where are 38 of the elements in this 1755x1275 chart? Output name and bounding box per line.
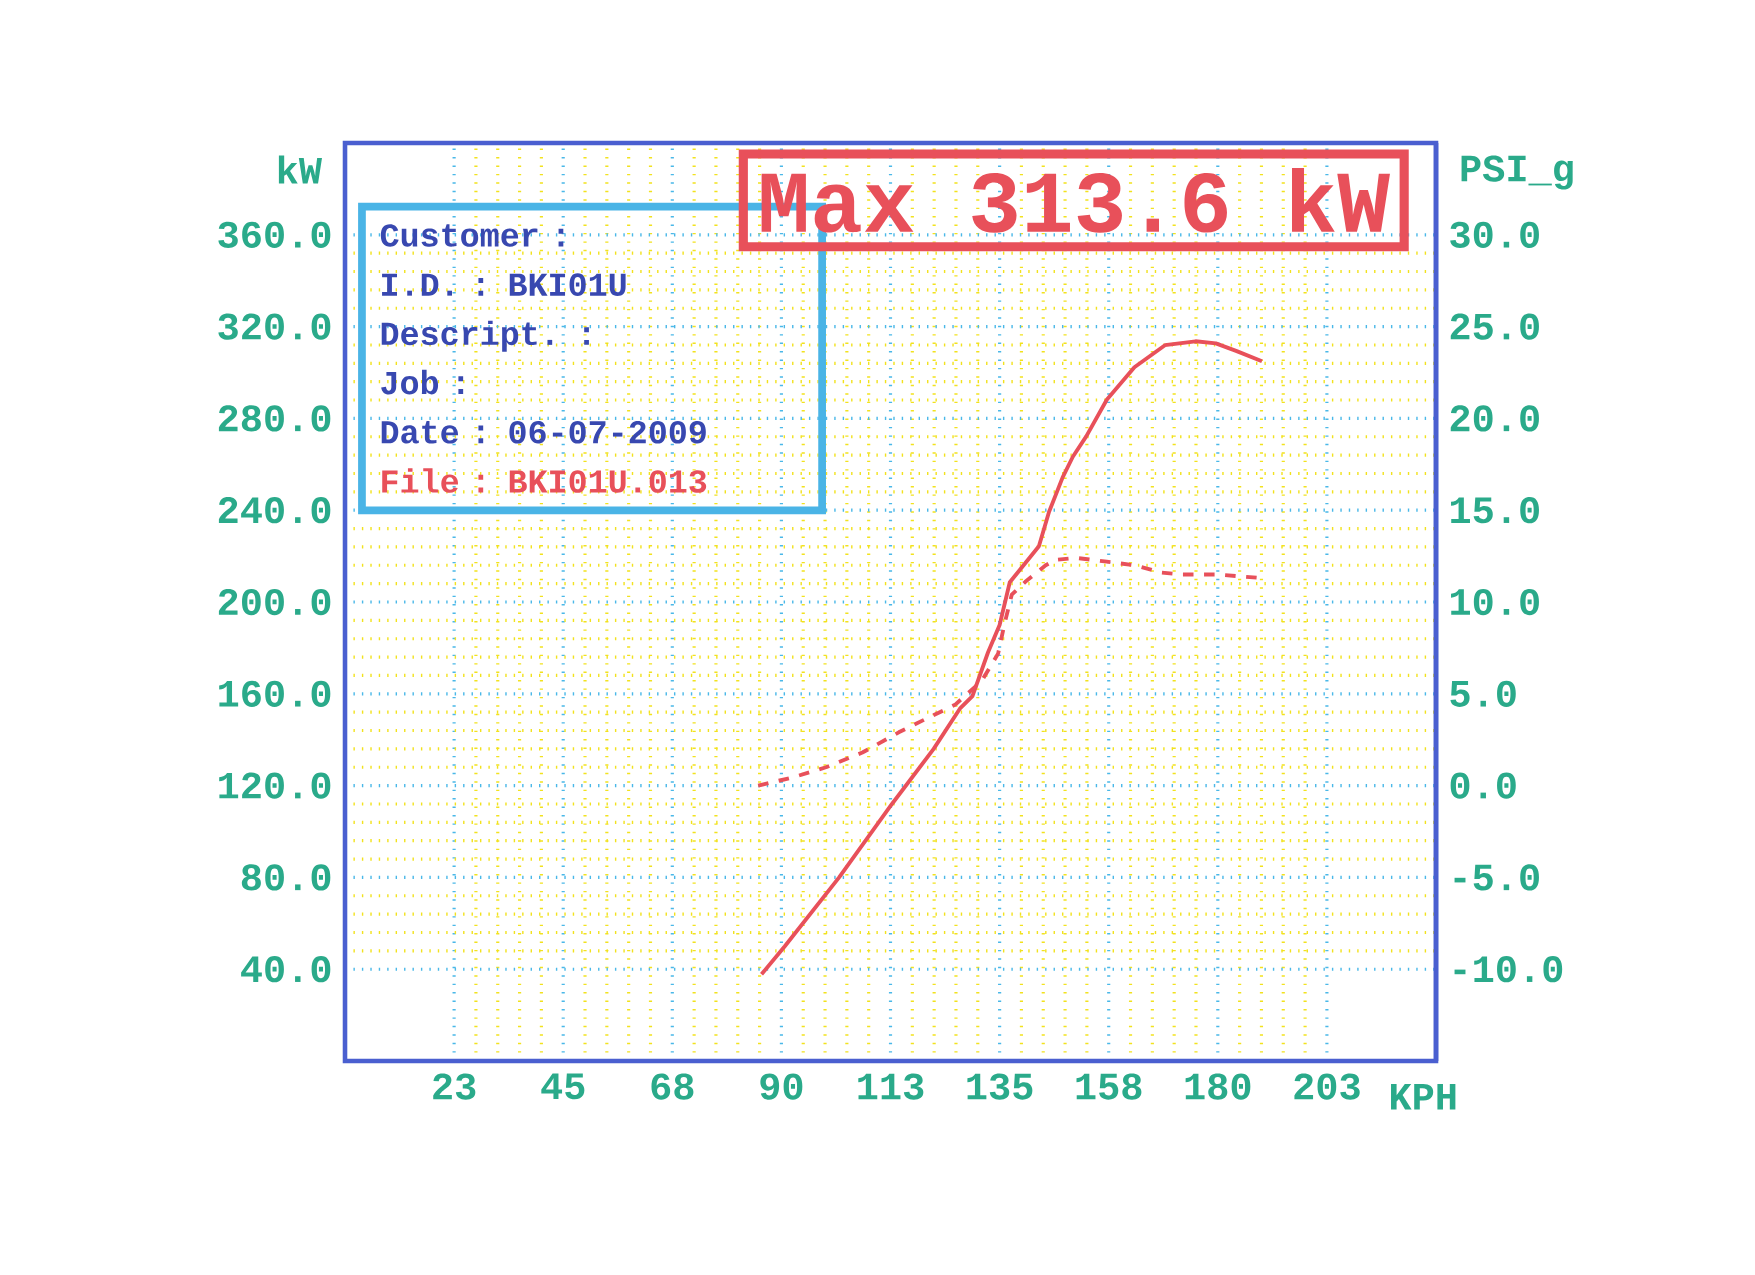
x-tick-label: 23 <box>433 1073 476 1100</box>
annotation: Date : 06-07-2009 <box>381 420 706 444</box>
y-tick-label: 240.0 <box>218 497 331 524</box>
annotation: Customer : <box>380 224 564 247</box>
x-axis-title: KPH <box>1391 1083 1456 1110</box>
line-series <box>759 339 1264 977</box>
y2-tick-label: 20.0 <box>1450 405 1539 432</box>
x-tick-label: 113 <box>858 1073 924 1100</box>
y-tick-label: 80.0 <box>241 864 331 891</box>
y2-tick-label: 10.0 <box>1451 588 1539 616</box>
annotation: Job : <box>381 369 464 395</box>
y-tick-label: 120.0 <box>219 772 331 799</box>
y-tick-label: 360.0 <box>218 221 331 248</box>
y-tick-label: 160.0 <box>219 680 331 707</box>
x-tick-label: 68 <box>651 1073 694 1100</box>
y2-tick-label: 0.0 <box>1450 772 1516 799</box>
x-tick-label: 45 <box>541 1073 585 1100</box>
y2-tick-label: -10.0 <box>1454 956 1563 983</box>
x-tick-label: 135 <box>967 1073 1033 1100</box>
y-tick-label: 280.0 <box>218 405 331 432</box>
annotation: I.D. : BKI01U <box>382 273 626 296</box>
y2-tick-label: -5.0 <box>1454 864 1539 891</box>
x-tick-label: 158 <box>1076 1073 1142 1100</box>
y2-axis-title: PSI_g <box>1461 155 1573 190</box>
y2-tick-label: 25.0 <box>1450 313 1539 340</box>
y-axis-title: kW <box>278 155 322 184</box>
y2-tick-label: 5.0 <box>1450 680 1516 707</box>
y2-tick-label: 15.0 <box>1451 497 1539 524</box>
x-tick-label: 90 <box>760 1073 803 1100</box>
annotation: Descript. : <box>381 320 589 352</box>
y-tick-label: 320.0 <box>218 313 331 340</box>
x-tick-label: 180 <box>1185 1073 1251 1100</box>
y2-tick-label: 30.0 <box>1450 221 1539 248</box>
annotation: File : BKI01U.013 <box>382 468 707 493</box>
y-tick-label: 40.0 <box>241 956 331 983</box>
x-tick-label: 203 <box>1294 1073 1360 1100</box>
y-tick-label: 200.0 <box>218 588 331 616</box>
annotation: Max 313.6 kW <box>761 168 1390 233</box>
